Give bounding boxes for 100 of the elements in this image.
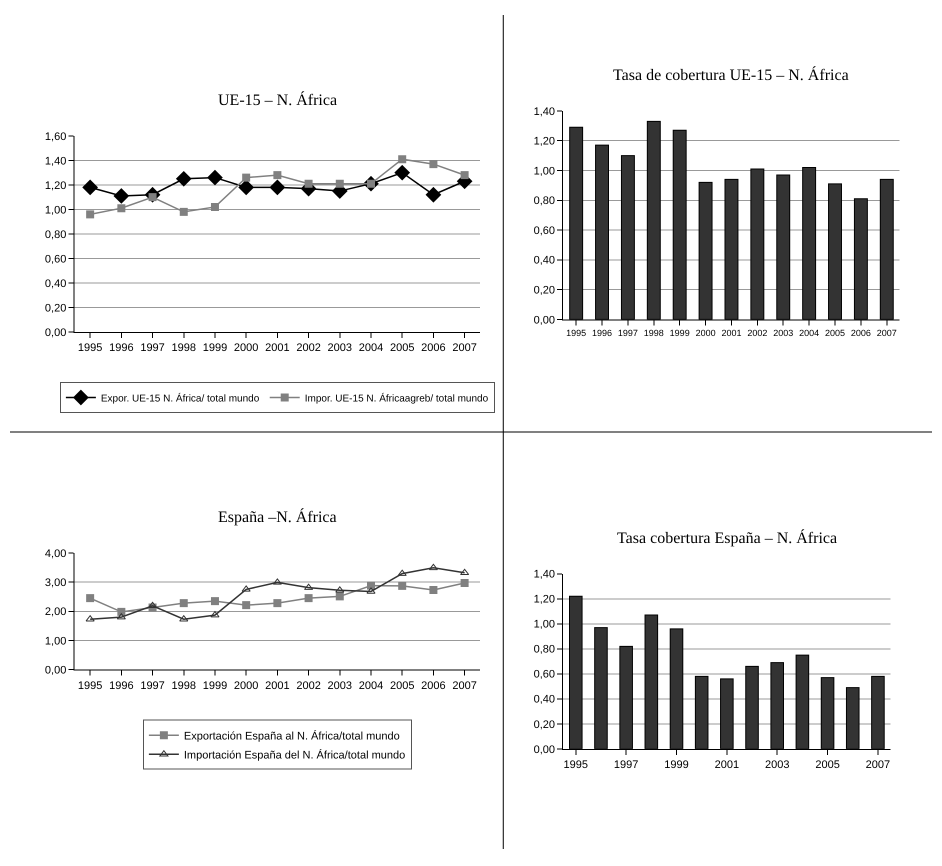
legend-label: Importación España del N. África/total mundo [184, 748, 406, 762]
y-tick-label: 1,20 [44, 180, 66, 192]
x-tick-label: 1996 [592, 328, 612, 338]
y-tick-label: 1,40 [44, 155, 66, 168]
x-tick-label: 2007 [452, 342, 477, 354]
x-tick-label: 2002 [296, 680, 321, 692]
x-tick-label: 1998 [172, 680, 196, 692]
x-tick-label: 2007 [866, 759, 890, 772]
x-tick-label: 1999 [664, 759, 689, 772]
point [460, 171, 469, 180]
y-tick-label: 1,00 [44, 204, 66, 216]
x-tick-label: 2006 [850, 328, 871, 338]
y-tick-label: 1,40 [534, 568, 555, 581]
y-tick-label: 0,80 [534, 195, 555, 208]
x-tick-label: 2001 [265, 680, 290, 692]
x-tick-label: 2001 [721, 328, 742, 338]
point [336, 592, 344, 600]
x-tick-label: 2006 [421, 342, 446, 354]
x-tick-label: 2005 [390, 680, 414, 692]
point [367, 582, 375, 590]
point [148, 602, 158, 608]
x-tick-label: 2007 [452, 680, 477, 692]
x-tick-label: 2001 [714, 759, 740, 772]
y-tick-label: 0,00 [534, 314, 555, 326]
x-tick-label: 2003 [328, 342, 352, 354]
point [242, 585, 251, 592]
point [210, 202, 219, 211]
x-tick-label: 2002 [296, 342, 321, 354]
y-tick-label: 1,20 [534, 594, 555, 606]
x-tick-label: 2001 [265, 342, 290, 354]
y-tick-label: 0,80 [534, 644, 555, 656]
point [180, 599, 188, 608]
x-tick-label: 2003 [773, 328, 794, 338]
x-tick-label: 1996 [109, 680, 134, 692]
x-tick-label: 2000 [234, 342, 258, 354]
x-tick-label: 1995 [564, 759, 588, 772]
y-tick-label: 0,40 [44, 278, 66, 290]
x-tick-label: 1999 [202, 342, 228, 354]
legend-label: Exportación España al N. África/total mundo [184, 730, 400, 743]
x-tick-label: 2004 [799, 328, 820, 338]
x-tick-label: 2000 [234, 680, 258, 692]
y-tick-label: 0,00 [44, 664, 66, 677]
y-tick-label: 0,40 [534, 694, 555, 706]
x-tick-label: 2006 [421, 680, 446, 692]
x-tick-label: 1996 [109, 342, 134, 354]
x-tick-label: 2004 [358, 680, 384, 692]
y-tick-label: 0,60 [44, 253, 66, 266]
x-tick-label: 1995 [78, 342, 102, 354]
x-tick-label: 1999 [670, 328, 690, 338]
y-tick-label: 0,80 [44, 228, 66, 241]
point [242, 174, 250, 182]
chart-title: España –N. África [218, 508, 337, 526]
x-tick-label: 2005 [824, 328, 846, 338]
x-tick-label: 1995 [566, 328, 586, 338]
point [273, 599, 282, 608]
x-tick-label: 2004 [358, 342, 384, 354]
point [86, 210, 94, 218]
y-tick-label: 0,60 [534, 224, 555, 237]
point [242, 601, 250, 610]
y-tick-label: 0,00 [534, 744, 555, 756]
x-tick-label: 1995 [78, 680, 102, 692]
x-tick-label: 2007 [876, 328, 897, 338]
x-tick-label: 2000 [696, 328, 716, 338]
y-tick-label: 0,00 [44, 326, 66, 339]
point [460, 568, 470, 576]
y-tick-label: 1,00 [534, 618, 555, 631]
y-tick-label: 2,00 [44, 606, 66, 618]
point [270, 180, 286, 196]
point [82, 180, 98, 196]
point [429, 160, 438, 168]
x-tick-label: 1997 [140, 680, 165, 692]
point [398, 155, 406, 164]
chart-title: UE-15 – N. África [218, 91, 338, 109]
point [304, 594, 313, 602]
point [207, 170, 223, 186]
x-tick-label: 1997 [618, 328, 638, 338]
point [460, 579, 469, 587]
chart-title: Tasa de cobertura UE-15 – N. África [613, 66, 849, 84]
legend-label: Expor. UE-15 N. África/ total mundo [100, 392, 260, 404]
point [176, 171, 192, 186]
x-tick-label: 1998 [172, 342, 196, 354]
x-tick-label: 2005 [815, 759, 840, 772]
chart-title: Tasa cobertura España – N. África [617, 529, 838, 547]
point [117, 204, 126, 212]
point [394, 165, 410, 180]
y-tick-label: 0,20 [534, 718, 555, 731]
point [428, 564, 438, 570]
x-tick-label: 2002 [747, 328, 768, 338]
point [335, 586, 344, 593]
y-tick-label: 1,00 [44, 635, 66, 648]
y-tick-label: 0,60 [534, 668, 555, 681]
y-tick-label: 1,60 [44, 130, 66, 143]
x-tick-label: 1999 [202, 680, 228, 692]
point [86, 594, 94, 602]
legend-label: Impor. UE-15 N. Áfricaagreb/ total mundo [304, 392, 489, 404]
point [272, 578, 282, 585]
point [114, 188, 129, 204]
x-tick-label: 1997 [140, 342, 165, 354]
y-tick-label: 4,00 [44, 548, 66, 560]
point [429, 586, 438, 594]
